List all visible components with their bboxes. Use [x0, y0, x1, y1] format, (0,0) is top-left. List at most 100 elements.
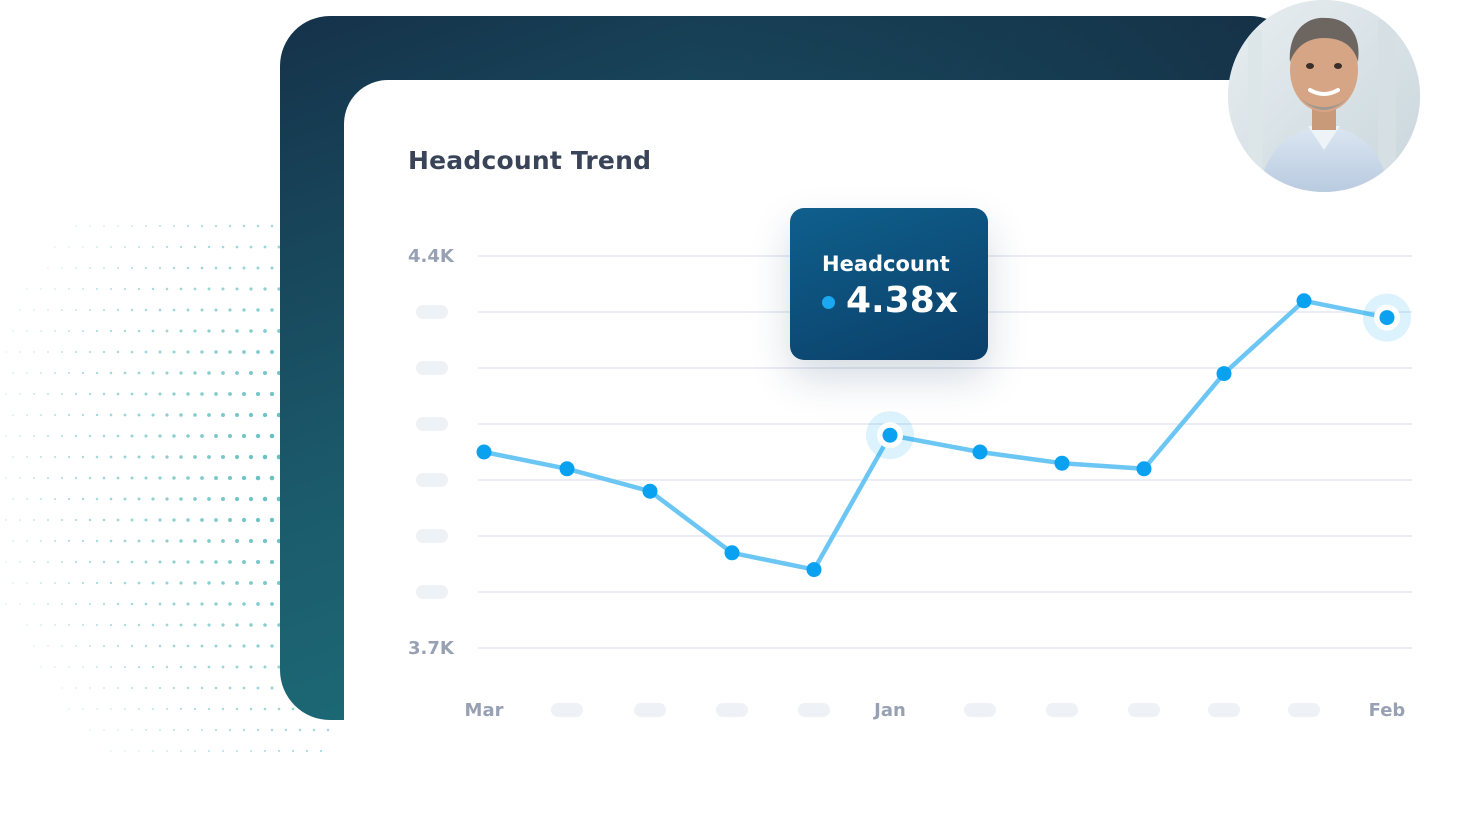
decoration-dot — [151, 329, 155, 333]
decoration-dot — [193, 665, 197, 669]
decoration-dot — [158, 350, 162, 354]
decoration-dot — [54, 372, 56, 374]
y-tick-placeholder — [416, 585, 448, 599]
decoration-dot — [235, 287, 239, 291]
decoration-dot — [26, 456, 28, 458]
decoration-dot — [144, 350, 148, 354]
decoration-dot — [67, 497, 71, 501]
decoration-dot — [200, 560, 204, 564]
chart-title: Headcount Trend — [408, 146, 652, 175]
data-point — [1054, 455, 1070, 471]
decoration-dot — [214, 266, 218, 270]
decoration-dot — [207, 455, 211, 459]
decoration-dot — [109, 413, 113, 417]
decoration-dot — [186, 308, 190, 312]
decoration-dot — [116, 308, 120, 312]
decoration-dot — [235, 539, 239, 543]
decoration-dot — [116, 392, 120, 396]
decoration-dot — [88, 350, 92, 354]
decoration-dot — [137, 329, 141, 333]
decoration-dot — [263, 749, 267, 753]
decoration-dot — [172, 518, 176, 522]
decoration-dot — [158, 476, 162, 480]
decoration-dot — [117, 729, 119, 731]
decoration-dot — [228, 602, 232, 606]
decoration-dot — [26, 624, 28, 626]
decoration-dot — [89, 225, 91, 227]
x-tick-placeholder — [716, 703, 748, 717]
decoration-dot — [89, 645, 91, 647]
decoration-dot — [47, 309, 49, 311]
decoration-dot — [228, 686, 232, 690]
decoration-dot — [186, 434, 190, 438]
decoration-dot — [179, 581, 183, 585]
decoration-dot — [144, 644, 148, 648]
decoration-dot — [5, 435, 7, 437]
series-line — [481, 298, 1390, 572]
decoration-dot — [137, 623, 141, 627]
decoration-dot — [33, 603, 35, 605]
decoration-dot — [242, 602, 246, 606]
decoration-dot — [242, 224, 246, 228]
decoration-dot — [269, 433, 275, 439]
decoration-dot — [137, 287, 141, 291]
decoration-dot — [172, 476, 176, 480]
decoration-dot — [40, 372, 42, 374]
data-point — [724, 545, 740, 561]
decoration-dot — [256, 560, 260, 564]
y-tick-label: 3.7K — [408, 638, 455, 659]
decoration-dot — [270, 224, 274, 228]
decoration-dot — [200, 644, 204, 648]
decoration-dot — [151, 245, 155, 249]
decoration-dot — [12, 582, 14, 584]
decoration-dot — [130, 560, 134, 564]
decoration-dot — [152, 750, 154, 752]
chart-card: Headcount Trend — [344, 80, 1476, 816]
decoration-dot — [88, 518, 92, 522]
decoration-dot — [200, 224, 204, 228]
decoration-dot — [151, 665, 155, 669]
decoration-dot — [33, 435, 35, 437]
decoration-dot — [159, 225, 161, 227]
decoration-dot — [74, 392, 78, 396]
decoration-dot — [61, 267, 63, 269]
decoration-dot — [102, 350, 106, 354]
decoration-dot — [75, 687, 77, 689]
decoration-dot — [193, 539, 197, 543]
decoration-dot — [241, 475, 247, 481]
decoration-dot — [235, 245, 239, 249]
decoration-dot — [19, 309, 21, 311]
decoration-dot — [180, 750, 182, 752]
decoration-dot — [235, 371, 239, 375]
decoration-dot — [186, 224, 190, 228]
decoration-dot — [248, 454, 254, 460]
decoration-dot — [123, 581, 127, 585]
decoration-dot — [102, 602, 106, 606]
decoration-dot — [26, 540, 28, 542]
y-tick-placeholder — [416, 361, 448, 375]
decoration-dot — [234, 412, 240, 418]
decoration-dot — [256, 224, 260, 228]
decoration-dot — [19, 351, 21, 353]
decoration-dot — [74, 350, 78, 354]
decoration-dot — [172, 686, 176, 690]
decoration-dot — [158, 392, 162, 396]
decoration-dot — [60, 476, 64, 480]
decoration-dot — [249, 749, 253, 753]
decoration-dot — [186, 350, 190, 354]
decoration-dot — [263, 665, 267, 669]
decoration-dot — [270, 350, 274, 354]
decoration-dot — [88, 602, 92, 606]
decoration-dot — [88, 476, 92, 480]
decoration-dot — [144, 308, 148, 312]
decoration-dot — [102, 476, 106, 480]
decoration-dot — [200, 434, 204, 438]
decoration-dot — [207, 581, 211, 585]
decoration-dot — [269, 391, 275, 397]
decoration-dot — [47, 351, 49, 353]
decoration-dot — [61, 603, 63, 605]
decoration-dot — [137, 455, 141, 459]
tooltip-series-dot — [822, 296, 835, 309]
decoration-dot — [207, 665, 211, 669]
decoration-dot — [269, 559, 275, 565]
